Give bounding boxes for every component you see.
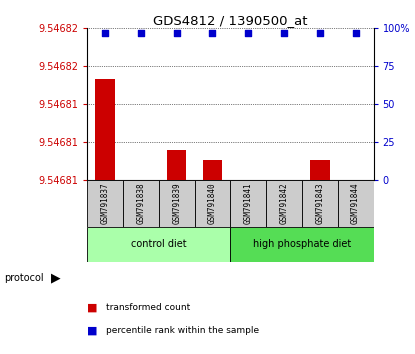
Point <box>209 30 216 36</box>
FancyBboxPatch shape <box>195 181 230 227</box>
Text: GSM791841: GSM791841 <box>244 183 253 224</box>
Text: percentile rank within the sample: percentile rank within the sample <box>106 326 259 336</box>
Text: ■: ■ <box>87 303 98 313</box>
FancyBboxPatch shape <box>338 181 374 227</box>
FancyBboxPatch shape <box>159 181 195 227</box>
Text: ■: ■ <box>87 326 98 336</box>
Text: ▶: ▶ <box>51 272 61 284</box>
Bar <box>310 160 330 181</box>
FancyBboxPatch shape <box>230 227 374 262</box>
Bar <box>346 181 366 201</box>
Text: GSM791838: GSM791838 <box>137 183 145 224</box>
Point <box>173 30 180 36</box>
FancyBboxPatch shape <box>123 181 159 227</box>
Bar <box>203 160 222 181</box>
Text: high phosphate diet: high phosphate diet <box>253 239 351 249</box>
FancyBboxPatch shape <box>230 181 266 227</box>
Text: transformed count: transformed count <box>106 303 190 313</box>
Text: GSM791842: GSM791842 <box>280 183 288 224</box>
Text: GSM791843: GSM791843 <box>315 183 324 224</box>
Title: GDS4812 / 1390500_at: GDS4812 / 1390500_at <box>153 14 308 27</box>
Text: GSM791840: GSM791840 <box>208 183 217 224</box>
Bar <box>95 79 115 181</box>
FancyBboxPatch shape <box>87 227 230 262</box>
Text: GSM791839: GSM791839 <box>172 183 181 224</box>
Point <box>352 30 359 36</box>
Text: GSM791844: GSM791844 <box>351 183 360 224</box>
Bar <box>167 150 186 181</box>
Point <box>102 30 108 36</box>
Point <box>137 30 144 36</box>
FancyBboxPatch shape <box>266 181 302 227</box>
Point <box>281 30 287 36</box>
Text: control diet: control diet <box>131 239 187 249</box>
Text: protocol: protocol <box>4 273 44 283</box>
Text: GSM791837: GSM791837 <box>100 183 110 224</box>
Point <box>317 30 323 36</box>
FancyBboxPatch shape <box>87 181 123 227</box>
Point <box>245 30 251 36</box>
FancyBboxPatch shape <box>302 181 338 227</box>
